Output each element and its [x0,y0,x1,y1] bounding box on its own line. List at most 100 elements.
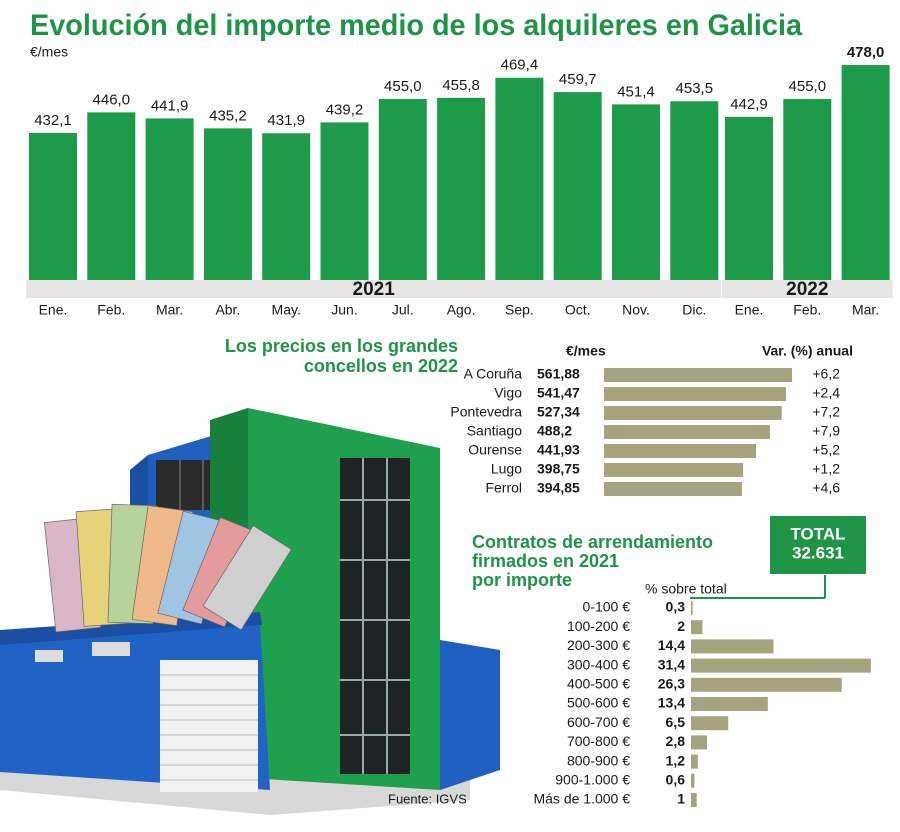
value-label: 455,0 [789,78,827,95]
value-label: 455,8 [442,77,480,94]
category-label: 300-400 € [567,656,630,672]
value-label: 442,9 [730,96,768,113]
x-tick-label: Oct. [565,302,591,318]
source: Fuente: IGVS [388,791,467,806]
value-label: 1,2 [666,752,686,768]
value-label: 439,2 [326,101,364,118]
chart-title: Los precios en los grandes [225,336,458,356]
x-tick-label: Ene. [39,302,68,318]
subtitle: % sobre total [645,581,727,597]
x-tick-label: Ago. [447,302,476,318]
variation-label: +5,2 [812,442,840,458]
value-label: 2 [677,618,685,634]
bar [604,368,793,382]
total-box [770,516,866,574]
category-label: 800-900 € [567,752,630,768]
value-label: 469,4 [501,57,539,74]
column-header: €/mes [566,343,606,359]
value-label: 478,0 [847,44,885,61]
value-label: 394,85 [537,480,580,496]
variation-label: +4,6 [812,480,840,496]
category-label: A Coruña [464,366,523,382]
chart-title: concellos en 2022 [304,356,458,376]
bar [691,658,871,673]
chart-title: Evolución del importe medio de los alqui… [30,9,802,42]
house-illustration [0,408,500,815]
bar [691,601,693,615]
bar [783,99,832,298]
bar [29,132,77,298]
bar [691,677,842,692]
x-tick-label: Mar. [852,302,879,318]
value-label: 446,0 [93,91,131,108]
bar [670,101,719,298]
bar [87,112,136,298]
bar [145,118,194,298]
x-tick-label: Abr. [215,302,240,318]
bar [604,444,757,458]
value-label: 0,3 [666,599,686,615]
category-label: 900-1.000 € [555,772,630,788]
bar [604,463,744,477]
bar [691,639,774,654]
value-label: 14,4 [658,637,685,653]
category-label: Ferrol [485,480,522,496]
unit-label: €/mes [30,44,68,60]
total-value: 32.631 [792,543,844,562]
bar [612,104,660,298]
category-label: Ourense [468,442,522,458]
category-label: 0-100 € [583,599,631,615]
value-label: 455,0 [384,78,422,95]
bar [691,735,708,750]
value-label: 561,88 [537,366,580,382]
chart-title: por importe [472,570,572,590]
value-label: 1 [677,791,685,807]
x-tick-label: Feb. [793,302,821,318]
x-tick-label: Jul. [392,302,414,318]
category-label: 100-200 € [567,618,630,634]
x-tick-label: Mar. [156,302,183,318]
total-label: TOTAL [790,524,845,543]
bar [604,387,786,401]
value-label: 441,9 [151,97,189,114]
bar [604,425,770,439]
bar [378,99,427,298]
category-label: 500-600 € [567,695,630,711]
bar [553,92,602,298]
value-label: 432,1 [34,112,72,129]
bar [203,128,252,298]
category-label: Santiago [467,423,522,439]
bar [691,793,697,807]
value-label: 26,3 [658,676,685,692]
category-label: 200-300 € [567,637,630,653]
bar [437,97,486,298]
year-label: 2021 [353,279,396,300]
bar [604,482,742,496]
x-tick-label: Feb. [97,302,125,318]
value-label: 435,2 [209,107,247,124]
x-tick-label: Jun. [331,302,357,318]
variation-label: +7,2 [812,404,840,420]
category-label: Pontevedra [450,404,522,420]
bar [604,406,782,420]
value-label: 2,8 [666,733,686,749]
bar [691,620,703,635]
bar [320,122,369,298]
value-label: 6,5 [666,714,686,730]
variation-label: +1,2 [812,461,840,477]
bar [691,754,698,769]
category-label: 700-800 € [567,733,630,749]
category-label: Vigo [494,385,522,401]
column-header: Var. (%) anual [762,343,853,359]
value-label: 527,34 [537,404,580,420]
bar [495,77,544,298]
category-label: Más de 1.000 € [533,791,630,807]
year-band [722,280,893,298]
value-label: 459,7 [559,71,597,88]
variation-label: +2,4 [812,385,840,401]
value-label: 398,75 [537,461,580,477]
value-label: 441,93 [537,442,580,458]
value-label: 431,9 [267,112,305,129]
